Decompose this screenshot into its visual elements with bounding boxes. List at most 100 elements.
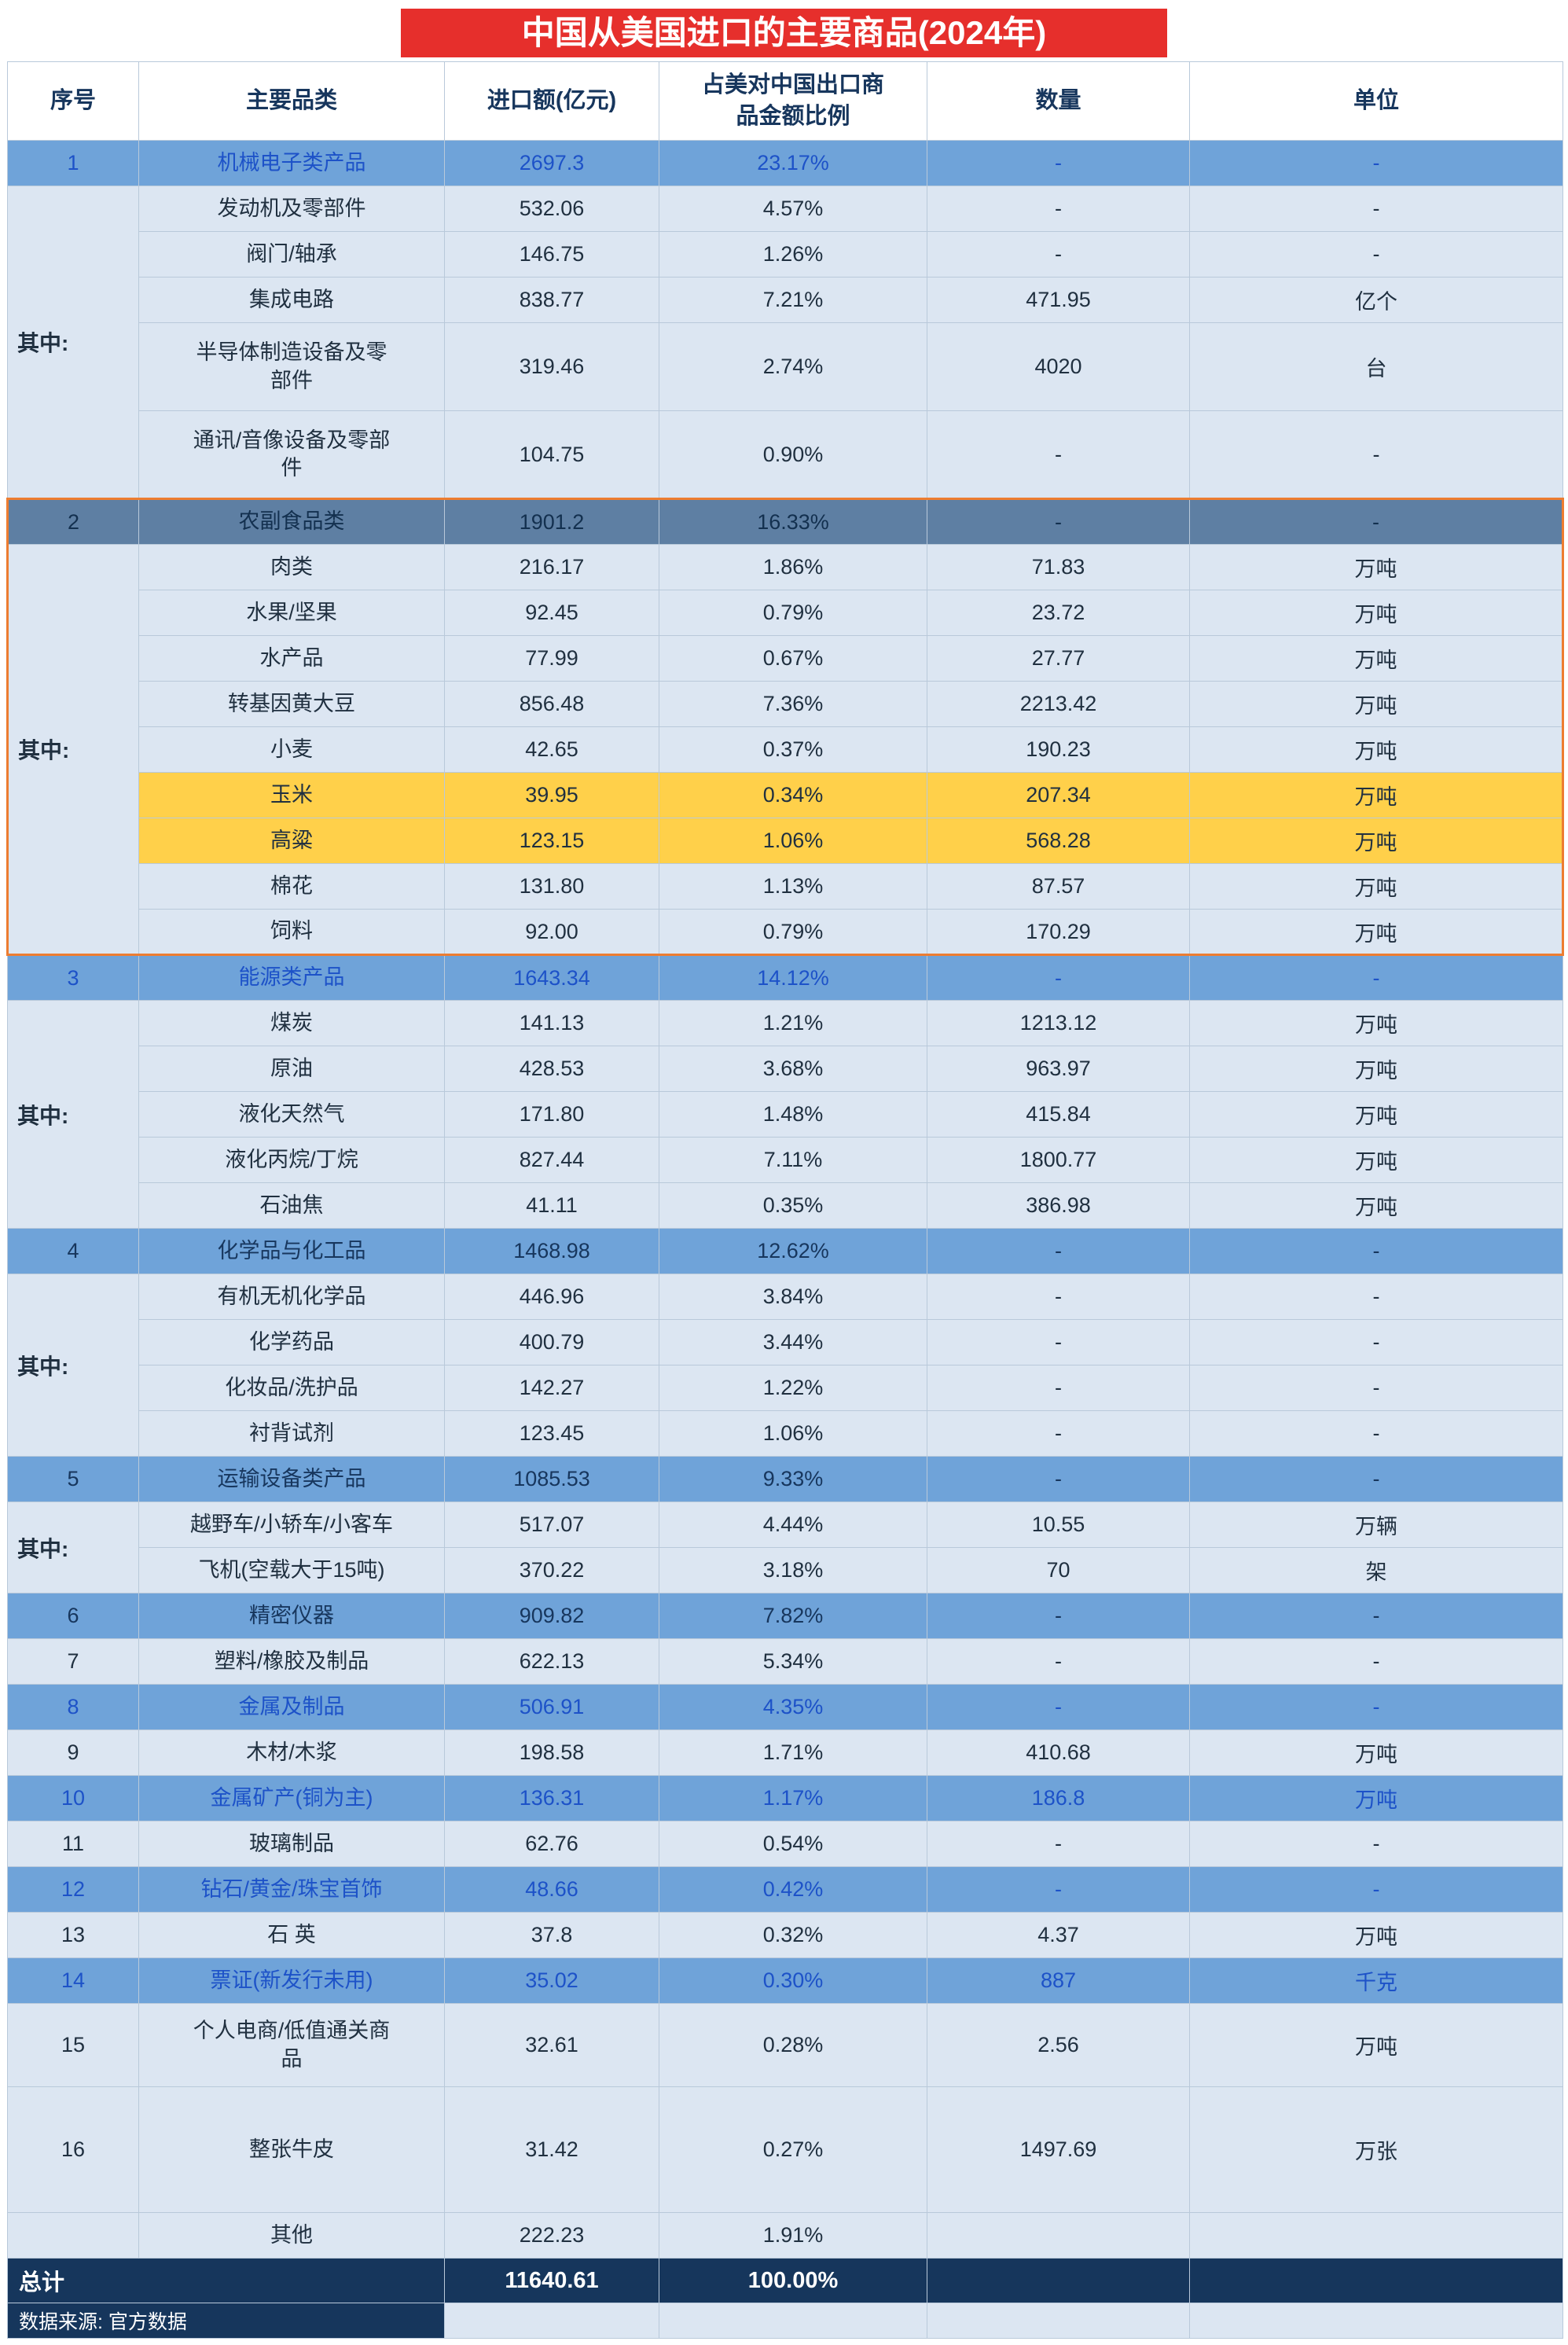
share-cell: 2.74% [659,322,927,411]
serial-cell: 8 [7,1684,139,1730]
share-cell: 5.34% [659,1638,927,1685]
quantity-cell: - [927,140,1190,186]
unit-cell: 万吨 [1189,1091,1563,1138]
serial-cell: 16 [7,2086,139,2213]
quantity-cell: - [927,498,1190,545]
table-header: 序号 主要品类 进口额(亿元) 占美对中国出口商 品金额比例 数量 单位 [7,61,1563,141]
serial-cell: 1 [7,140,139,186]
quantity-cell: 4.37 [927,1912,1190,1958]
unit-cell: - [1189,1593,1563,1639]
unit-cell: - [1189,1456,1563,1502]
import-table-page: 中国从美国进口的主要商品(2024年) 序号 主要品类 进口额(亿元) 占美对中… [6,0,1564,2339]
page-title: 中国从美国进口的主要商品(2024年) [401,9,1167,57]
import-value-cell: 622.13 [444,1638,659,1685]
unit-cell [1189,2212,1563,2259]
quantity-cell: 1497.69 [927,2086,1190,2213]
category-cell: 阀门/轴承 [138,231,445,278]
category-cell: 化学品与化工品 [138,1228,445,1274]
quantity-cell: - [927,1456,1190,1502]
quantity-cell [927,2212,1190,2259]
unit-cell: 千克 [1189,1957,1563,2004]
import-value-cell: 104.75 [444,410,659,499]
share-cell: 7.11% [659,1137,927,1183]
data-source-note: 数据来源: 官方数据 [7,2303,445,2339]
quantity-cell: 2213.42 [927,681,1190,727]
serial-cell: 其中: [7,186,139,499]
table-row: 14 票证(新发行未用) 35.02 0.30% 887 千克 [7,1957,1563,2004]
share-cell: 4.44% [659,1501,927,1548]
unit-cell: 万吨 [1189,590,1564,636]
import-value-cell: 532.06 [444,186,659,232]
serial-cell: 12 [7,1866,139,1913]
category-cell: 运输设备类产品 [138,1456,445,1502]
quantity-cell: 4020 [927,322,1190,411]
share-cell: 1.21% [659,1000,927,1046]
import-value-cell: 142.27 [444,1365,659,1411]
share-cell: 1.13% [659,863,927,910]
table-row: 9 木材/木浆 198.58 1.71% 410.68 万吨 [7,1729,1563,1776]
table-row: 3 能源类产品 1643.34 14.12% - - [7,954,1563,1001]
quantity-cell: - [927,954,1190,1001]
table-row: 水产品 77.99 0.67% 27.77 万吨 [8,635,1564,682]
table-row: 液化丙烷/丁烷 827.44 7.11% 1800.77 万吨 [8,1137,1563,1183]
quantity-cell: 2.56 [927,2003,1190,2087]
unit-cell: 台 [1189,322,1563,411]
serial-cell: 4 [7,1228,139,1274]
quantity-cell: 186.8 [927,1775,1190,1821]
table-row: 11 玻璃制品 62.76 0.54% - - [7,1821,1563,1867]
quantity-cell: - [927,1319,1190,1365]
unit-cell: 万吨 [1189,1046,1563,1092]
import-value-cell: 35.02 [444,1957,659,2004]
quantity-cell: 963.97 [927,1046,1190,1092]
header-quantity: 数量 [927,61,1190,141]
category-cell: 发动机及零部件 [138,186,445,232]
imports-table: 序号 主要品类 进口额(亿元) 占美对中国出口商 品金额比例 数量 单位 1 机械… [6,61,1564,2339]
table-row: 2 农副食品类 1901.2 16.33% - - [6,498,1564,545]
share-cell: 0.34% [659,772,927,818]
quantity-cell: - [927,231,1190,278]
share-cell: 1.17% [659,1775,927,1821]
unit-cell: 万吨 [1189,1182,1563,1229]
table-row: 5 运输设备类产品 1085.53 9.33% - - [7,1456,1563,1502]
import-value-cell: 123.45 [444,1410,659,1457]
share-cell: 3.18% [659,1547,927,1593]
table-row: 8 金属及制品 506.91 4.35% - - [7,1684,1563,1730]
share-cell: 0.30% [659,1957,927,2004]
category-cell: 高粱 [138,818,445,864]
share-cell: 23.17% [659,140,927,186]
unit-cell: 万吨 [1189,544,1564,590]
table-row: 玉米 39.95 0.34% 207.34 万吨 [8,772,1564,818]
category-cell: 小麦 [138,726,445,773]
table-row: 1 机械电子类产品 2697.3 23.17% - - [7,140,1563,186]
table-row: 7 塑料/橡胶及制品 622.13 5.34% - - [7,1638,1563,1685]
source-row: 数据来源: 官方数据 [7,2303,1563,2339]
import-value-cell: 198.58 [444,1729,659,1776]
quantity-cell: 87.57 [927,863,1190,910]
import-value-cell: 506.91 [444,1684,659,1730]
import-value-cell: 909.82 [444,1593,659,1639]
quantity-cell: - [927,1866,1190,1913]
import-value-cell: 171.80 [444,1091,659,1138]
table-row: 13 石 英 37.8 0.32% 4.37 万吨 [7,1912,1563,1958]
unit-cell: - [1189,1866,1563,1913]
category-cell: 钻石/黄金/珠宝首饰 [138,1866,445,1913]
table-row: 其他 222.23 1.91% [7,2212,1563,2259]
share-cell: 0.32% [659,1912,927,1958]
header-unit: 单位 [1189,61,1563,141]
total-row: 总计 11640.61 100.00% [7,2258,1563,2303]
category-cell: 水果/坚果 [138,590,445,636]
source-filler-cell [659,2303,927,2339]
share-cell: 1.06% [659,1410,927,1457]
unit-cell: - [1189,186,1563,232]
share-cell: 4.57% [659,186,927,232]
unit-cell: - [1189,954,1563,1001]
quantity-cell: 386.98 [927,1182,1190,1229]
serial-cell: 15 [7,2003,139,2087]
quantity-cell: 1800.77 [927,1137,1190,1183]
table-row: 棉花 131.80 1.13% 87.57 万吨 [8,863,1564,910]
serial-cell: 9 [7,1729,139,1776]
category-cell: 转基因黄大豆 [138,681,445,727]
header-row: 序号 主要品类 进口额(亿元) 占美对中国出口商 品金额比例 数量 单位 [7,61,1563,141]
serial-cell: 14 [7,1957,139,2004]
serial-cell: 6 [7,1593,139,1639]
